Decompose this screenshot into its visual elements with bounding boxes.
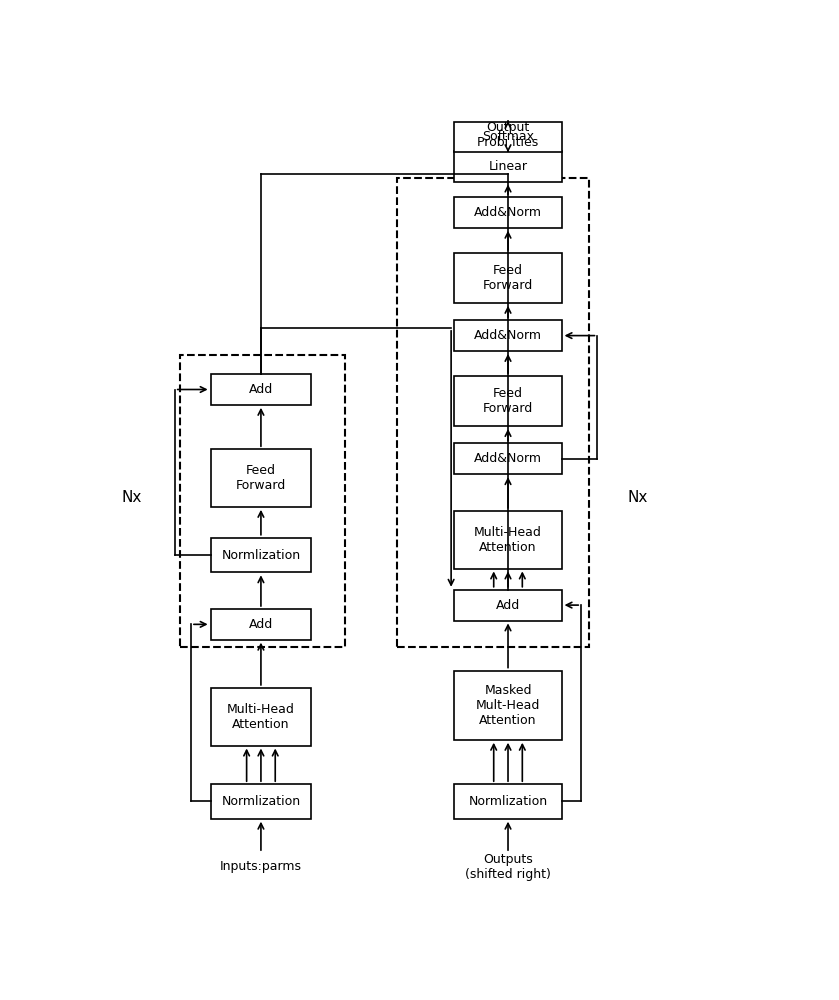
Text: Add: Add (249, 383, 273, 396)
Bar (455, 197, 561, 228)
Bar (211, 374, 311, 405)
Text: Linear: Linear (488, 160, 528, 173)
Text: Softmax: Softmax (482, 130, 534, 143)
Text: Nx: Nx (122, 490, 143, 505)
Text: Inputs:parms: Inputs:parms (220, 860, 302, 873)
Bar (455, 320, 561, 351)
Text: Normlization: Normlization (468, 795, 548, 808)
Bar (455, 671, 561, 740)
Text: Outputs
(shifted right): Outputs (shifted right) (465, 853, 551, 881)
Text: Add: Add (496, 599, 520, 612)
Bar (455, 376, 561, 426)
Text: Multi-Head
Attention: Multi-Head Attention (474, 526, 542, 554)
Text: Multi-Head
Attention: Multi-Head Attention (227, 703, 294, 731)
Bar (455, 253, 561, 303)
Text: Masked
Mult-Head
Attention: Masked Mult-Head Attention (476, 684, 540, 727)
Text: Normlization: Normlization (221, 549, 300, 562)
Bar (455, 784, 561, 819)
Text: Add&Norm: Add&Norm (474, 206, 542, 219)
Bar (211, 784, 311, 819)
Text: Feed
Forward: Feed Forward (483, 387, 533, 415)
Bar (455, 443, 561, 474)
Bar (455, 151, 561, 182)
Text: Nx: Nx (628, 490, 649, 505)
Bar (455, 511, 561, 569)
Bar (211, 609, 311, 640)
Text: Normlization: Normlization (221, 795, 300, 808)
Bar (211, 538, 311, 572)
Text: Output
Probi ities: Output Probi ities (477, 121, 539, 149)
Bar (211, 449, 311, 507)
Text: Add&Norm: Add&Norm (474, 329, 542, 342)
Text: Add&Norm: Add&Norm (474, 452, 542, 465)
Bar (455, 590, 561, 620)
Bar (455, 122, 561, 152)
Bar (211, 688, 311, 746)
Bar (180, 355, 346, 647)
Bar (398, 178, 589, 647)
Text: Add: Add (249, 618, 273, 631)
Text: Feed
Forward: Feed Forward (483, 264, 533, 292)
Text: Feed
Forward: Feed Forward (236, 464, 286, 492)
